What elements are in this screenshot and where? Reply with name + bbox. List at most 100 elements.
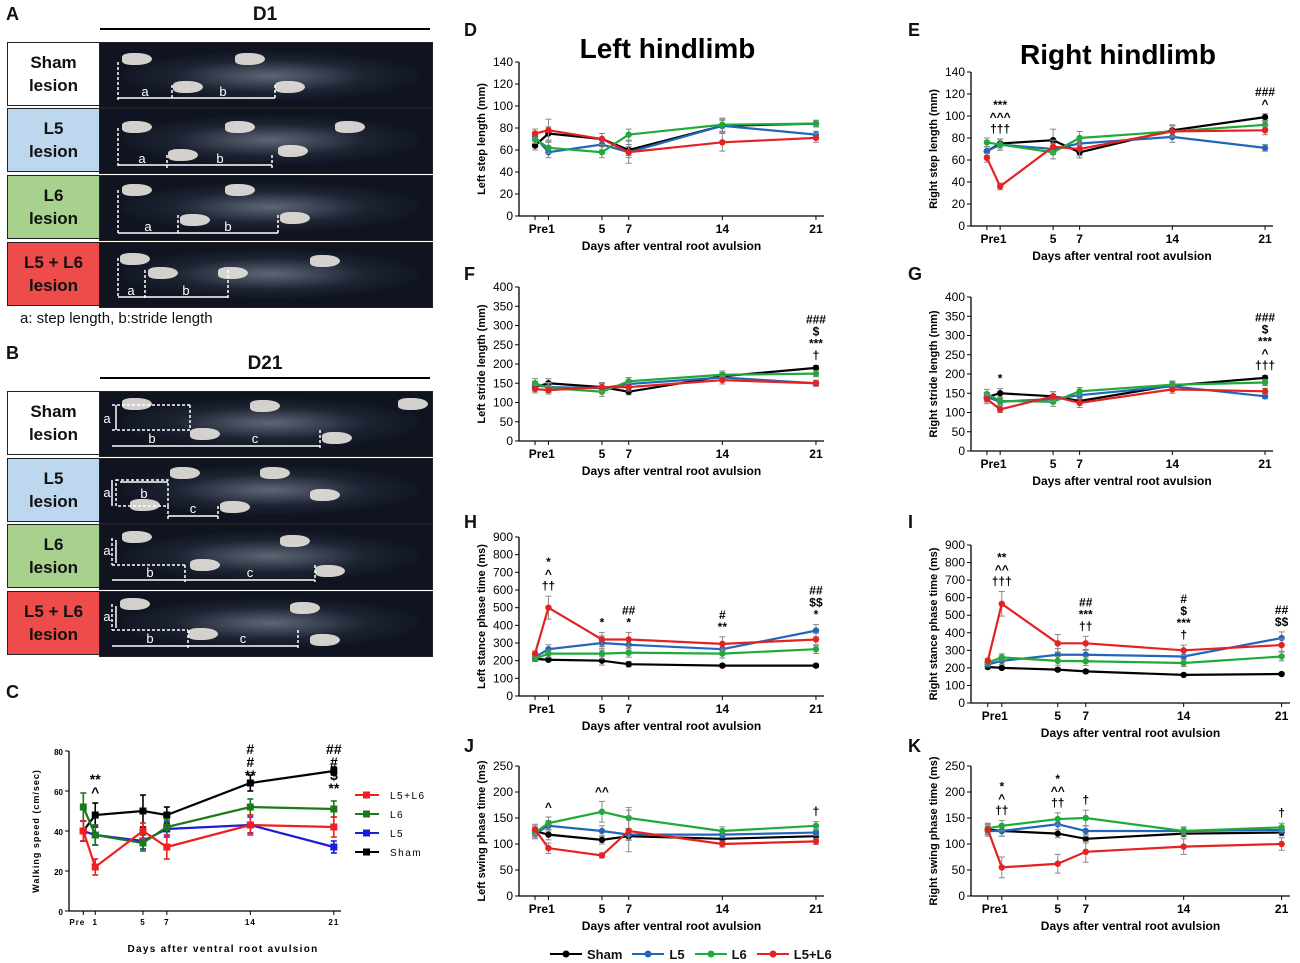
significance-mark: $$ xyxy=(809,595,823,609)
y-tick-label: 0 xyxy=(506,434,513,448)
y-tick-label: 100 xyxy=(493,837,513,851)
data-point xyxy=(625,131,632,138)
x-axis-label: Days after ventral root avulsion xyxy=(582,239,761,253)
data-point xyxy=(531,826,539,833)
data-point xyxy=(246,803,254,811)
significance-mark: * xyxy=(999,780,1004,794)
x-tick-label: 21 xyxy=(809,902,823,916)
x-tick-label: Pre xyxy=(69,918,85,927)
chart-I: 0 100 200 300 400 500 600 700 800 900 Pre1 5 7 14 21 Da… xyxy=(928,538,1290,740)
y-axis-label: Left stance phase time (ms) xyxy=(476,544,488,689)
data-point xyxy=(812,627,820,634)
data-point xyxy=(531,650,539,657)
bottom-legend: Sham L5 L6 L5+L6 xyxy=(548,945,832,963)
x-tick-label: Pre1 xyxy=(529,702,555,716)
series-line xyxy=(534,657,816,667)
significance-mark: * xyxy=(626,615,631,629)
data-point xyxy=(998,822,1005,829)
x-tick-label: Pre1 xyxy=(982,902,1008,916)
significance-mark: # xyxy=(330,754,338,770)
y-tick-label: 400 xyxy=(945,626,965,640)
panel-letter-J: J xyxy=(464,736,475,756)
chart-H: 0 100 200 300 400 500 600 700 800 900 Pre1 5 7 14 21 Da… xyxy=(476,530,824,733)
data-point xyxy=(1180,671,1187,679)
panelB-group-l5-line2: lesion xyxy=(28,492,79,511)
series-L5+L6 xyxy=(983,125,1269,191)
data-point xyxy=(719,827,726,835)
y-tick-label: 300 xyxy=(493,319,513,333)
significance-mark: ## xyxy=(622,603,636,617)
data-point xyxy=(1054,860,1061,867)
paw-icon xyxy=(275,81,305,93)
data-point xyxy=(531,385,539,393)
significance-mark: † xyxy=(1082,793,1089,807)
significance-mark: *** xyxy=(993,98,1007,112)
y-tick-label: 0 xyxy=(958,219,965,233)
data-point xyxy=(996,141,1004,148)
x-tick-label: 14 xyxy=(1177,709,1191,723)
chart-J: 0 50 100 150 200 250 Pre1 5 7 14 21 Days after vent… xyxy=(476,759,824,933)
y-axis-label: Left swing phase time (ms) xyxy=(476,760,488,902)
significance-mark: †† xyxy=(1051,796,1064,810)
data-point xyxy=(1261,388,1269,395)
paw-icon xyxy=(398,398,428,410)
significance-mark: ** xyxy=(245,767,256,783)
data-point xyxy=(1261,379,1269,386)
significance-mark: $ xyxy=(813,325,820,339)
data-point xyxy=(1082,668,1089,675)
significance-mark: ### xyxy=(1255,85,1275,99)
series-line xyxy=(986,829,1282,869)
series-L5+L6 xyxy=(531,118,820,164)
y-tick-label: 0 xyxy=(59,908,64,917)
paw-icon xyxy=(120,598,150,610)
series-L5+L6 xyxy=(531,375,820,395)
data-point xyxy=(139,807,147,815)
data-point xyxy=(598,383,606,391)
data-point xyxy=(545,831,552,838)
data-point xyxy=(812,134,820,142)
panelA-group-l6: L6 lesion xyxy=(7,175,100,239)
paw-icon xyxy=(322,432,352,444)
panelB-group-l5-line1: L5 xyxy=(43,469,64,488)
data-point xyxy=(996,406,1004,413)
x-tick-label: 7 xyxy=(1076,457,1083,471)
y-tick-label: 120 xyxy=(945,87,965,101)
legend-l6-icon xyxy=(694,950,727,958)
y-tick-label: 0 xyxy=(506,689,513,703)
significance-mark: *** xyxy=(1177,616,1191,630)
significance-mark: ## xyxy=(326,741,342,757)
data-point xyxy=(1049,393,1057,400)
chart-F: 0 50 100 150 200 250 300 350 400 Pre1 5 7 14 21 Days a… xyxy=(476,280,826,478)
significance-mark: †† xyxy=(995,804,1008,818)
y-tick-label: 200 xyxy=(493,654,513,668)
y-tick-label: 40 xyxy=(54,828,63,837)
paw-icon xyxy=(310,255,340,267)
data-point xyxy=(545,844,552,852)
data-point xyxy=(545,127,552,134)
y-tick-label: 20 xyxy=(952,197,966,211)
data-point xyxy=(545,604,552,611)
y-tick-label: 100 xyxy=(945,406,965,420)
y-tick-label: 700 xyxy=(945,573,965,587)
data-point xyxy=(1261,127,1269,134)
data-point xyxy=(531,142,539,149)
significance-mark: # xyxy=(719,608,726,622)
data-point xyxy=(983,139,991,146)
data-point xyxy=(598,636,606,643)
data-point xyxy=(812,662,820,669)
x-tick-label: 7 xyxy=(1082,709,1089,723)
series-line xyxy=(82,769,334,832)
x-tick-label: 1 xyxy=(93,918,98,927)
significance-mark: ** xyxy=(90,771,101,787)
significance-mark: $ xyxy=(330,767,338,783)
data-point xyxy=(91,831,99,839)
chart-C: 0 20 40 60 80 Pre 1 5 7 14 21 Days after ventral ro… xyxy=(31,741,424,955)
series-Sham xyxy=(79,766,338,842)
x-tick-label: 7 xyxy=(625,222,632,236)
panel-letter-E: E xyxy=(908,20,921,40)
data-point xyxy=(1054,640,1061,647)
data-point xyxy=(1082,640,1089,647)
panelA-group-l6-line2: lesion xyxy=(28,209,79,228)
data-point xyxy=(996,390,1004,397)
chart-D: 0 20 40 60 80 100 120 140 Pre1 5 7 14 21 Days after v… xyxy=(476,33,824,253)
